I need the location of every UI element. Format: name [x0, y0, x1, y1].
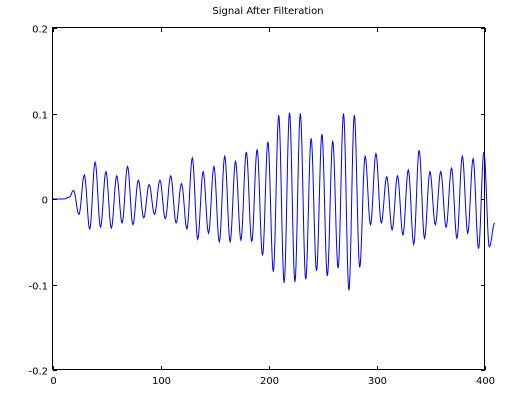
series-line [53, 112, 496, 291]
x-tick-label: 400 [476, 376, 495, 387]
y-tick-label: 0.2 [32, 25, 48, 36]
series-layer [53, 112, 496, 291]
axis-ticks [53, 28, 486, 371]
chart-title: Signal After Filteration [212, 6, 323, 17]
y-tick-label: -0.2 [28, 367, 48, 378]
x-tick-label: 100 [152, 376, 171, 387]
y-tick-label: 0 [42, 196, 48, 207]
x-tick-label: 300 [368, 376, 387, 387]
plot-frame [52, 27, 485, 370]
x-tick-label: 200 [260, 376, 279, 387]
y-tick-label: 0.1 [32, 111, 48, 122]
x-tick-label: 0 [50, 376, 56, 387]
y-tick-label: -0.1 [28, 282, 48, 293]
axis-tick-labels: 0 100 200 300 400 0.2 0.1 0 -0.1 -0.2 [28, 25, 495, 388]
